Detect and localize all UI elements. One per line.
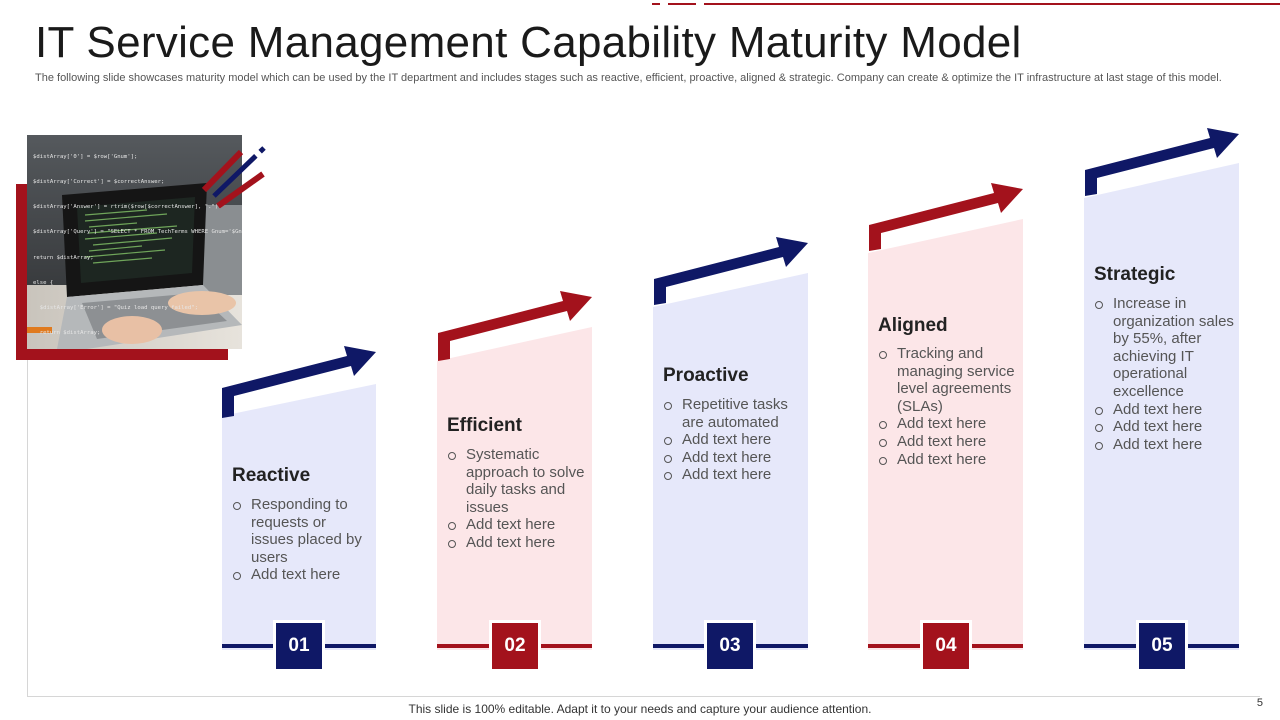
- bullet-item: Add text here: [1094, 401, 1236, 419]
- top-accent-line-2: [668, 3, 696, 5]
- frame-left-line: [27, 355, 28, 696]
- arrow-up-right-icon: [654, 237, 808, 305]
- stripe-navy: [212, 146, 266, 198]
- stage-card-reactive: Reactive Responding to requests or issue…: [222, 346, 376, 650]
- arrow-up-right-icon: [869, 183, 1023, 251]
- stage-panel: [653, 273, 808, 650]
- stage-bullets: Responding to requests or issues placed …: [232, 496, 372, 584]
- arrow-up-right-icon: [1085, 128, 1239, 196]
- stage-title: Reactive: [232, 465, 311, 486]
- arrow-up-right-icon: [438, 291, 592, 361]
- stage-number-badge: 01: [273, 620, 325, 672]
- stage-bullets: Repetitive tasks are automated Add text …: [663, 396, 805, 484]
- bullet-item: Add text here: [663, 449, 805, 467]
- laptop-coding-photo: $distArray['0'] = $row['Gnum']; $distArr…: [27, 135, 242, 349]
- bullet-item: Add text here: [1094, 436, 1236, 454]
- stage-number-badge: 03: [704, 620, 756, 672]
- stage-bullets: Increase in organization sales by 55%, a…: [1094, 295, 1236, 453]
- stage-card-efficient: Efficient Systematic approach to solve d…: [437, 291, 592, 650]
- bullet-item: Tracking and managing service level agre…: [878, 345, 1020, 415]
- stage-shape: [868, 183, 1023, 650]
- stage-title: Proactive: [663, 365, 749, 386]
- photo-code-line: $distArray['Query'] = "SELECT * FROM Tec…: [33, 229, 242, 236]
- stage-panel: [1084, 163, 1239, 650]
- photo-code-line: $distArray['0'] = $row['Gnum'];: [33, 153, 138, 160]
- decorative-stripes: [201, 146, 266, 209]
- page-subtitle: The following slide showcases maturity m…: [35, 72, 1222, 84]
- stage-card-proactive: Proactive Repetitive tasks are automated…: [653, 237, 808, 650]
- bullet-item: Add text here: [447, 534, 589, 552]
- stage-number-badge: 05: [1136, 620, 1188, 672]
- stage-shape: [222, 346, 376, 650]
- arrow-up-right-icon: [222, 346, 376, 418]
- laptop-illustration: [27, 135, 242, 349]
- bullet-item: Repetitive tasks are automated: [663, 396, 805, 431]
- stage-shape: [653, 237, 808, 650]
- stage-shape: [437, 291, 592, 650]
- stage-number-badge: 04: [920, 620, 972, 672]
- stage-card-aligned: Aligned Tracking and managing service le…: [868, 183, 1023, 650]
- bullet-item: Add text here: [663, 466, 805, 484]
- photo-code-line: $distArray['Correct'] = $correctAnswer;: [33, 179, 165, 186]
- photo-code-line: else {: [33, 279, 54, 286]
- stage-card-strategic: Strategic Increase in organization sales…: [1084, 128, 1239, 650]
- footer-note: This slide is 100% editable. Adapt it to…: [408, 702, 872, 716]
- stripe-red: [216, 171, 265, 209]
- bullet-item: Add text here: [663, 431, 805, 449]
- bullet-item: Increase in organization sales by 55%, a…: [1094, 295, 1236, 401]
- stage-panel: [868, 219, 1023, 650]
- stage-title: Strategic: [1094, 264, 1176, 285]
- page-title: IT Service Management Capability Maturit…: [35, 18, 1022, 67]
- bullet-item: Add text here: [447, 516, 589, 534]
- stage-bullets: Systematic approach to solve daily tasks…: [447, 446, 589, 552]
- stripe-red: [201, 149, 244, 193]
- bullet-item: Add text here: [1094, 418, 1236, 436]
- bullet-item: Add text here: [878, 415, 1020, 433]
- photo-code-line: $distArray['Error'] = "Quiz load query f…: [33, 305, 199, 312]
- bullet-item: Add text here: [878, 433, 1020, 451]
- photo-code-line: $distArray['Answer'] = rtrim($row[$corre…: [33, 204, 222, 211]
- stage-panel: [222, 384, 376, 650]
- bullet-item: Add text here: [232, 566, 372, 584]
- frame-bottom-line: [27, 696, 1260, 697]
- bullet-item: Responding to requests or issues placed …: [232, 496, 372, 566]
- stage-panel: [437, 327, 592, 650]
- stage-title: Efficient: [447, 415, 522, 436]
- stage-title: Aligned: [878, 315, 948, 336]
- bullet-item: Systematic approach to solve daily tasks…: [447, 446, 589, 516]
- photo-code-line: return $distArray;: [33, 254, 94, 261]
- bullet-item: Add text here: [878, 451, 1020, 469]
- page-number: 5: [1256, 697, 1263, 709]
- stage-bullets: Tracking and managing service level agre…: [878, 345, 1020, 468]
- top-accent-line-3: [704, 3, 1280, 5]
- stage-number-badge: 02: [489, 620, 541, 672]
- photo-code-line: return $distArray;: [33, 330, 101, 337]
- top-accent-line-1: [652, 3, 660, 5]
- stage-shape: [1084, 128, 1239, 650]
- photo-code-text: $distArray['0'] = $row['Gnum']; $distArr…: [33, 136, 242, 349]
